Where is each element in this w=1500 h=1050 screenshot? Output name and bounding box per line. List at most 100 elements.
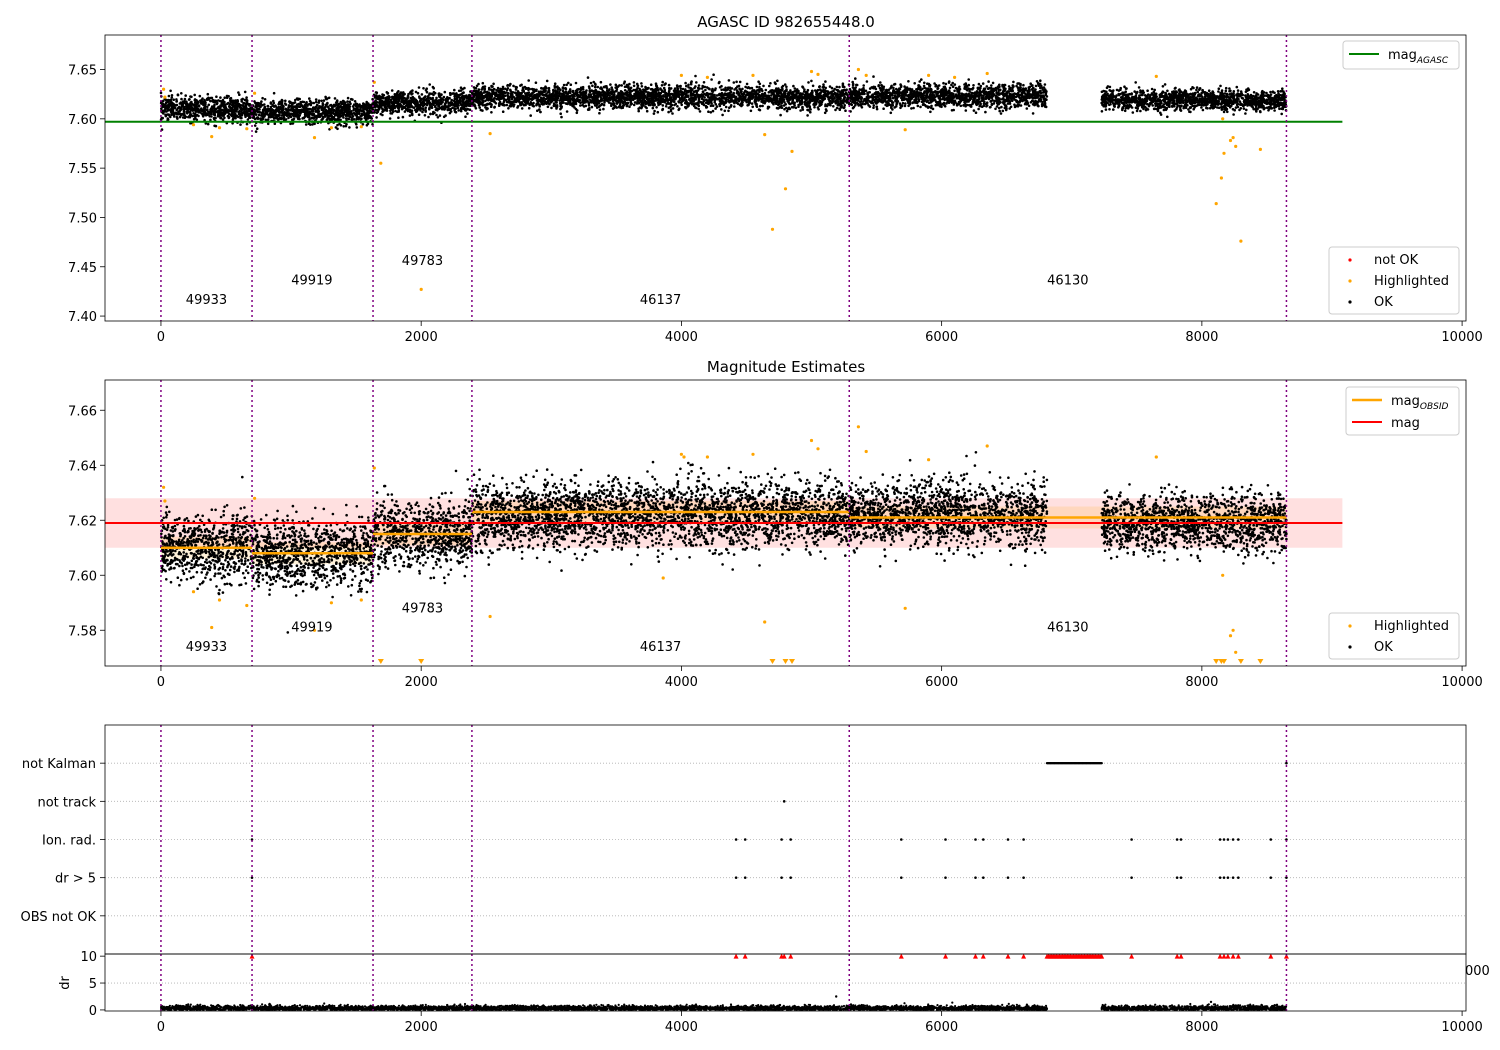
ok-point [775,106,779,110]
ok-point [324,105,327,109]
ok-point [527,79,530,82]
ok-point [698,110,702,113]
ok-point [255,127,259,130]
ok-point [347,117,351,121]
ok-point [686,105,689,108]
ok-point [216,101,219,105]
ok-point [546,105,550,109]
ok-point [262,109,266,112]
ok-point [341,99,345,103]
ok-point [799,109,802,112]
ok-point [207,103,211,107]
ok-point [374,108,378,112]
ok-point [190,95,193,99]
ok-point [175,103,179,107]
ok-point [553,82,557,85]
ok-point [238,93,241,96]
ok-point [594,99,598,103]
ok-point [359,114,362,118]
ok-point [611,107,615,110]
ok-point [622,104,626,107]
ok-point [346,96,350,100]
ok-point [642,97,646,100]
ok-point [680,103,683,107]
ok-point [195,102,199,106]
ok-point [454,107,457,111]
ok-point [214,107,218,111]
ok-point [718,86,722,89]
ok-point [767,91,771,94]
ok-point [275,108,278,111]
ok-point [294,114,297,118]
ok-point [687,83,690,87]
ok-point [562,91,566,94]
ok-point [189,113,192,116]
ok-point [841,82,845,85]
ok-point [555,107,558,110]
ok-point [181,100,185,103]
ok-point [829,96,833,99]
ok-point [581,103,584,107]
ok-point [723,109,727,113]
ok-point [309,123,312,126]
ok-point [417,86,421,89]
ok-point [402,93,406,96]
ok-point [455,99,459,102]
ok-point [192,112,195,115]
ok-point [615,85,619,88]
ok-point [192,117,196,121]
ok-point [544,93,547,96]
ok-point [702,99,706,103]
ok-point [656,110,660,114]
ok-point [310,101,313,104]
ok-point [175,98,178,101]
ok-point [201,108,204,112]
ok-point [655,84,658,88]
ok-point [269,108,273,111]
ok-point [757,80,760,83]
ok-point [374,101,378,105]
ok-point [550,106,553,110]
ok-point [176,93,180,96]
ok-point [732,81,736,84]
ok-point [199,99,202,102]
ok-point [718,104,722,108]
ok-point [684,88,687,91]
ok-point [684,81,687,85]
ok-point [833,91,837,95]
ok-point [169,115,172,119]
ok-point [669,105,673,108]
ok-point [350,113,354,116]
ok-point [396,91,399,94]
ok-point [735,80,738,84]
ok-point [244,103,248,107]
ok-point [167,113,170,116]
ok-point [524,96,527,99]
ok-point [180,92,183,95]
ok-point [272,91,276,95]
ok-point [203,106,206,109]
ok-point [297,102,301,106]
ok-point [480,97,484,101]
ok-point [509,90,513,93]
ok-point [417,113,421,116]
ok-point [206,113,209,117]
ok-point [792,101,795,104]
ok-point [406,109,410,113]
ok-point [697,84,701,87]
ok-point [365,123,369,127]
ok-point [675,84,679,87]
ok-point [671,107,675,110]
ok-point [453,88,456,92]
ok-point [726,86,730,90]
ok-point [263,106,266,109]
ok-point [384,103,387,107]
ok-point [337,106,340,110]
ok-point [842,101,845,105]
ok-point [661,104,665,107]
ok-point [727,79,731,82]
ok-point [394,96,398,99]
ok-point [809,110,812,114]
ok-point [689,88,692,92]
ok-point [477,103,481,107]
